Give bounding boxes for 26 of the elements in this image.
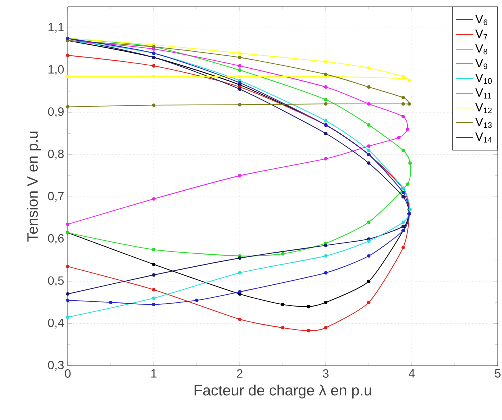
y-tick-label: 1,0 [48,65,64,76]
y-tick-label: 0,5 [48,276,64,286]
x-tick-label: 4 [408,370,415,378]
y-tick-label: 0,3 [48,361,64,371]
legend-label: V$_{7}$ [476,30,488,40]
y-tick-label: 0,4 [48,318,64,329]
y-tick-label: 0,9 [48,108,64,118]
legend-label: V$_{14}$ [476,132,492,143]
y-tick-label: 0,7 [48,192,64,202]
x-tick-label: 1 [152,370,157,378]
legend-label: V$_{8}$ [476,44,488,55]
y-tick-label: 1,1 [48,23,64,33]
x-tick-label: 5 [495,370,501,378]
legend-label: V$_{13}$ [476,118,492,128]
x-tick-label: 2 [237,370,243,378]
y-tick-label: 0,6 [48,234,64,244]
legend-label: V$_{6}$ [476,15,488,26]
legend-label: V$_{9}$ [476,59,488,70]
y-tick-label: 0,8 [48,150,64,160]
legend-label: V$_{10}$ [476,74,492,84]
x-tick-label: 3 [323,370,329,378]
legend-label: V$_{11}$ [476,88,492,99]
legend-label: V$_{12}$ [476,103,492,114]
x-axis-title: Facteur de charge λ en p.u [194,384,372,399]
y-axis-title: Tension V en p.u [27,132,42,242]
x-tick-label: 0 [65,370,71,378]
